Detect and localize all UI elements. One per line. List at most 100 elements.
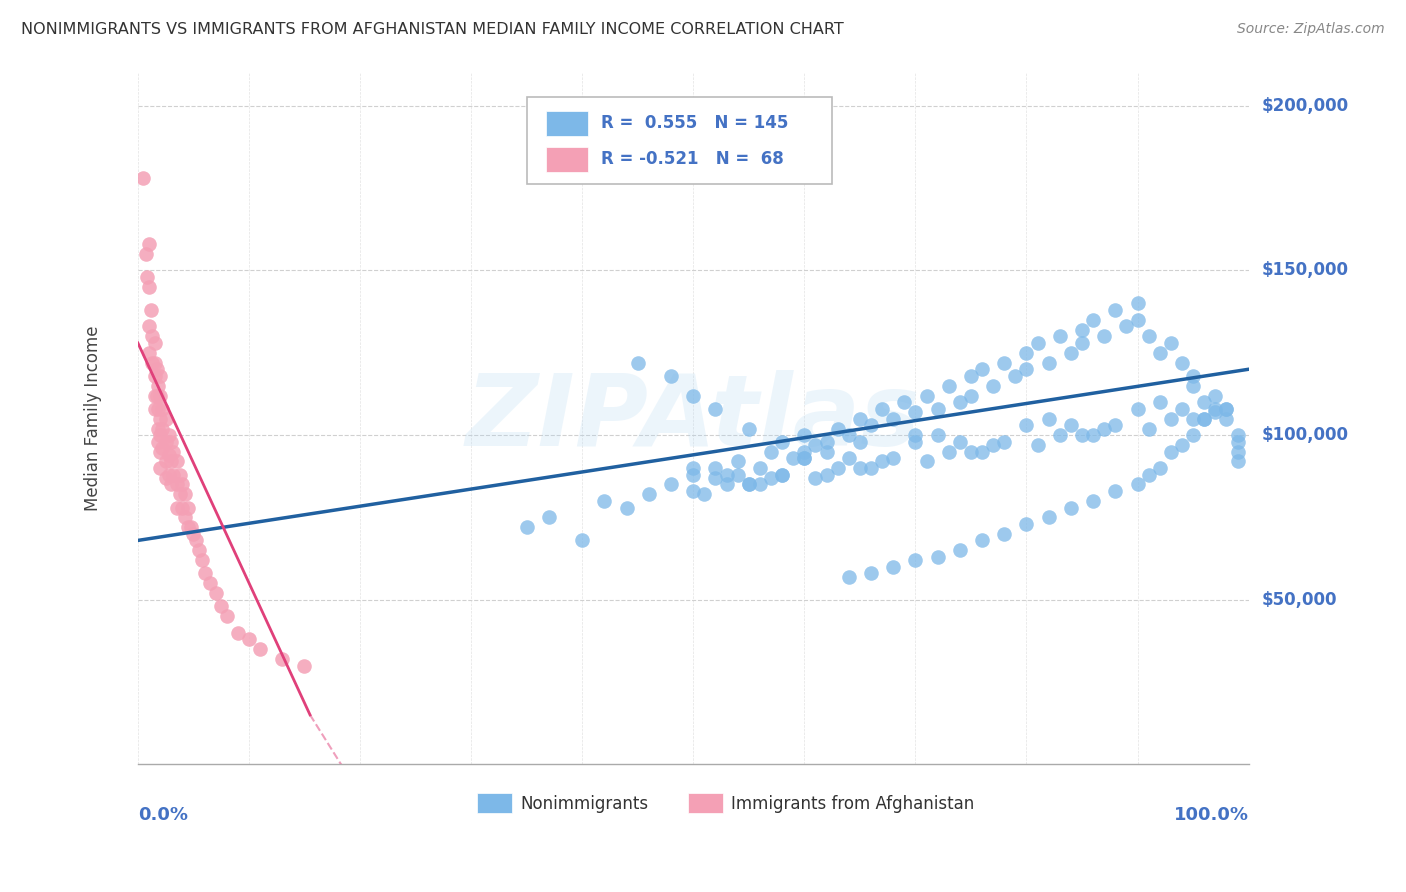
Point bbox=[1071, 323, 1094, 337]
Point bbox=[145, 388, 167, 402]
Point bbox=[516, 520, 538, 534]
Point bbox=[1160, 444, 1182, 458]
Point bbox=[135, 247, 157, 261]
Point bbox=[173, 510, 195, 524]
Point bbox=[770, 467, 793, 482]
Point bbox=[183, 526, 205, 541]
Point bbox=[198, 576, 221, 591]
Point bbox=[893, 395, 915, 409]
Point bbox=[172, 477, 194, 491]
Point bbox=[571, 533, 593, 548]
Point bbox=[138, 346, 160, 360]
Point bbox=[770, 434, 793, 449]
Point bbox=[593, 494, 616, 508]
Point bbox=[1004, 368, 1026, 383]
Point bbox=[949, 395, 972, 409]
Point bbox=[209, 599, 232, 614]
FancyBboxPatch shape bbox=[688, 793, 723, 813]
Point bbox=[1126, 477, 1149, 491]
Point bbox=[1160, 335, 1182, 350]
Point bbox=[1038, 510, 1060, 524]
Point bbox=[1038, 356, 1060, 370]
Point bbox=[160, 454, 183, 468]
Point bbox=[143, 401, 166, 416]
Point bbox=[138, 237, 160, 252]
Point bbox=[1226, 444, 1249, 458]
Point bbox=[1137, 421, 1160, 435]
Point bbox=[748, 477, 770, 491]
Point bbox=[166, 454, 188, 468]
Point bbox=[849, 434, 872, 449]
Point bbox=[1149, 395, 1171, 409]
Point bbox=[704, 401, 727, 416]
Point bbox=[949, 543, 972, 558]
Point bbox=[146, 434, 169, 449]
Point bbox=[949, 434, 972, 449]
Point bbox=[960, 368, 983, 383]
Point bbox=[637, 487, 659, 501]
Point bbox=[904, 434, 927, 449]
Point bbox=[1126, 401, 1149, 416]
Point bbox=[1049, 329, 1071, 343]
Point bbox=[150, 421, 173, 435]
Point bbox=[793, 451, 815, 466]
Point bbox=[155, 454, 177, 468]
Text: Nonimmigrants: Nonimmigrants bbox=[520, 796, 648, 814]
Point bbox=[1071, 335, 1094, 350]
Point bbox=[172, 500, 194, 515]
Point bbox=[927, 401, 949, 416]
Point bbox=[141, 303, 163, 318]
Point bbox=[1049, 428, 1071, 442]
Point bbox=[1226, 434, 1249, 449]
Text: 0.0%: 0.0% bbox=[138, 805, 188, 823]
Point bbox=[141, 356, 163, 370]
Point bbox=[1215, 401, 1237, 416]
Point bbox=[970, 444, 993, 458]
Point bbox=[149, 461, 172, 475]
Point bbox=[1149, 346, 1171, 360]
Point bbox=[166, 477, 188, 491]
Point bbox=[904, 553, 927, 567]
Point bbox=[1038, 411, 1060, 425]
Point bbox=[157, 428, 180, 442]
Point bbox=[827, 421, 849, 435]
Point bbox=[704, 471, 727, 485]
Point bbox=[859, 566, 882, 581]
Point bbox=[177, 500, 200, 515]
Point bbox=[1126, 313, 1149, 327]
Point bbox=[143, 388, 166, 402]
Point bbox=[682, 461, 704, 475]
Point bbox=[704, 461, 727, 475]
Point bbox=[1115, 319, 1137, 334]
Point bbox=[970, 362, 993, 376]
Point bbox=[1137, 467, 1160, 482]
Point bbox=[993, 356, 1015, 370]
Point bbox=[173, 487, 195, 501]
Point bbox=[1204, 401, 1226, 416]
Text: 100.0%: 100.0% bbox=[1174, 805, 1249, 823]
Point bbox=[138, 280, 160, 294]
Point bbox=[1015, 346, 1038, 360]
Point bbox=[727, 454, 749, 468]
Point bbox=[145, 362, 167, 376]
Point bbox=[1192, 411, 1215, 425]
FancyBboxPatch shape bbox=[527, 97, 832, 184]
Point bbox=[193, 566, 215, 581]
Point bbox=[682, 467, 704, 482]
Point bbox=[870, 401, 893, 416]
Point bbox=[1126, 296, 1149, 310]
Point bbox=[146, 378, 169, 392]
Point bbox=[1160, 411, 1182, 425]
Point bbox=[804, 471, 827, 485]
Point bbox=[1149, 461, 1171, 475]
Point bbox=[682, 388, 704, 402]
Point bbox=[993, 434, 1015, 449]
Point bbox=[1060, 500, 1083, 515]
Point bbox=[204, 586, 226, 600]
Point bbox=[1215, 401, 1237, 416]
Point bbox=[1215, 411, 1237, 425]
Point bbox=[748, 461, 770, 475]
Point bbox=[838, 451, 860, 466]
Point bbox=[157, 448, 180, 462]
Point bbox=[793, 428, 815, 442]
